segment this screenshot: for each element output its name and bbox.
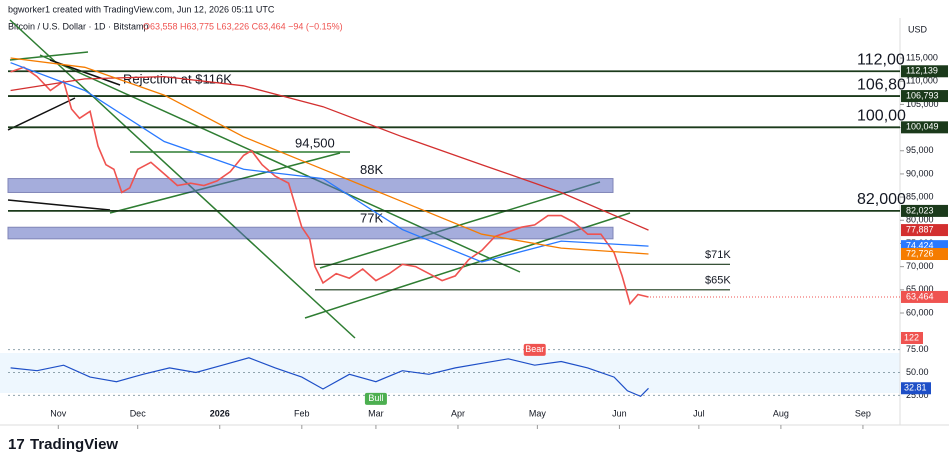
ma-tag-label: 72,726 bbox=[906, 248, 934, 258]
y-tick-label: 105,000 bbox=[906, 99, 939, 109]
y-tick-label: 115,000 bbox=[906, 52, 938, 62]
volume-tag bbox=[901, 332, 923, 344]
volume-tag-label: 122 bbox=[904, 332, 919, 342]
level-big-label: 112,00 bbox=[857, 52, 905, 69]
level-big-label: 100,00 bbox=[857, 108, 906, 125]
x-tick-label: 2026 bbox=[210, 408, 230, 418]
signal-label: Bull bbox=[368, 393, 383, 403]
brand: TradingView bbox=[30, 436, 118, 453]
zone bbox=[7, 178, 614, 193]
price-tag-label: 63,464 bbox=[906, 291, 934, 301]
brand-logo: 17 bbox=[8, 436, 25, 453]
x-tick-label: Apr bbox=[451, 408, 465, 418]
y-tick-label: 85,000 bbox=[906, 191, 934, 201]
y-tick-label: 95,000 bbox=[906, 145, 934, 155]
y-tick-label: 90,000 bbox=[906, 168, 934, 178]
y-tick-label: 65,000 bbox=[906, 284, 934, 294]
symbol: Bitcoin / U.S. Dollar · 1D · Bitstamp bbox=[8, 21, 149, 31]
annotation: Rejection at $116K bbox=[123, 71, 232, 86]
price-tag bbox=[901, 290, 948, 303]
rsi-tag-label: 32.81 bbox=[904, 383, 927, 393]
price-line bbox=[10, 66, 649, 306]
x-tick-label: Jun bbox=[612, 408, 627, 418]
ma-tag-label: 74,424 bbox=[906, 241, 934, 251]
level-label: $71K bbox=[705, 249, 731, 261]
moving-average bbox=[10, 57, 649, 255]
x-tick-label: Feb bbox=[294, 408, 310, 418]
signal bbox=[364, 392, 387, 405]
level-tag-label: 82,023 bbox=[906, 205, 934, 215]
level-tag bbox=[901, 204, 948, 217]
zone bbox=[7, 226, 614, 240]
y-tick-label: 25.00 bbox=[906, 390, 929, 400]
level-tag bbox=[901, 65, 948, 78]
level-label: $65K bbox=[705, 275, 731, 287]
ma-tag-label: 77,887 bbox=[906, 224, 934, 234]
level-big-label: 106,80 bbox=[857, 76, 906, 93]
zone-label: 88K bbox=[360, 162, 383, 177]
annotation: 94,500 bbox=[295, 135, 335, 150]
zone-label: 77K bbox=[360, 211, 383, 226]
level-tag-label: 112,139 bbox=[906, 66, 938, 76]
x-tick-label: Aug bbox=[773, 408, 789, 418]
ohlc: O63,558 H63,775 L63,226 C63,464 −94 (−0.… bbox=[143, 21, 343, 31]
rsi-tag bbox=[901, 382, 931, 395]
x-tick-label: Sep bbox=[855, 408, 871, 418]
y-tick-label: 110,000 bbox=[906, 76, 938, 86]
level-tag bbox=[901, 90, 948, 103]
level-tag-label: 106,793 bbox=[906, 90, 939, 100]
x-tick-label: May bbox=[529, 408, 547, 418]
x-tick-label: Jul bbox=[693, 408, 705, 418]
ma-tag bbox=[901, 248, 948, 261]
moving-average bbox=[10, 75, 649, 231]
x-tick-label: Nov bbox=[50, 408, 67, 418]
signal bbox=[523, 343, 546, 356]
x-tick-label: Mar bbox=[368, 408, 384, 418]
moving-average bbox=[10, 62, 649, 263]
y-tick-label: 80,000 bbox=[906, 215, 934, 225]
level-tag-label: 100,049 bbox=[906, 122, 939, 132]
level-big-label: 82,000 bbox=[857, 191, 906, 208]
y-tick-label: 70,000 bbox=[906, 261, 934, 271]
currency: USD bbox=[908, 24, 928, 34]
level-tag bbox=[901, 121, 948, 134]
y-tick-label: 50.00 bbox=[906, 367, 929, 377]
x-tick-label: Dec bbox=[130, 408, 147, 418]
rsi-line bbox=[10, 357, 649, 398]
y-tick-label: 75.00 bbox=[906, 344, 929, 354]
credit: bgworker1 created with TradingView.com, … bbox=[8, 4, 275, 14]
signal-label: Bear bbox=[525, 344, 544, 354]
y-tick-label: 60,000 bbox=[906, 307, 934, 317]
ma-tag bbox=[901, 224, 948, 237]
